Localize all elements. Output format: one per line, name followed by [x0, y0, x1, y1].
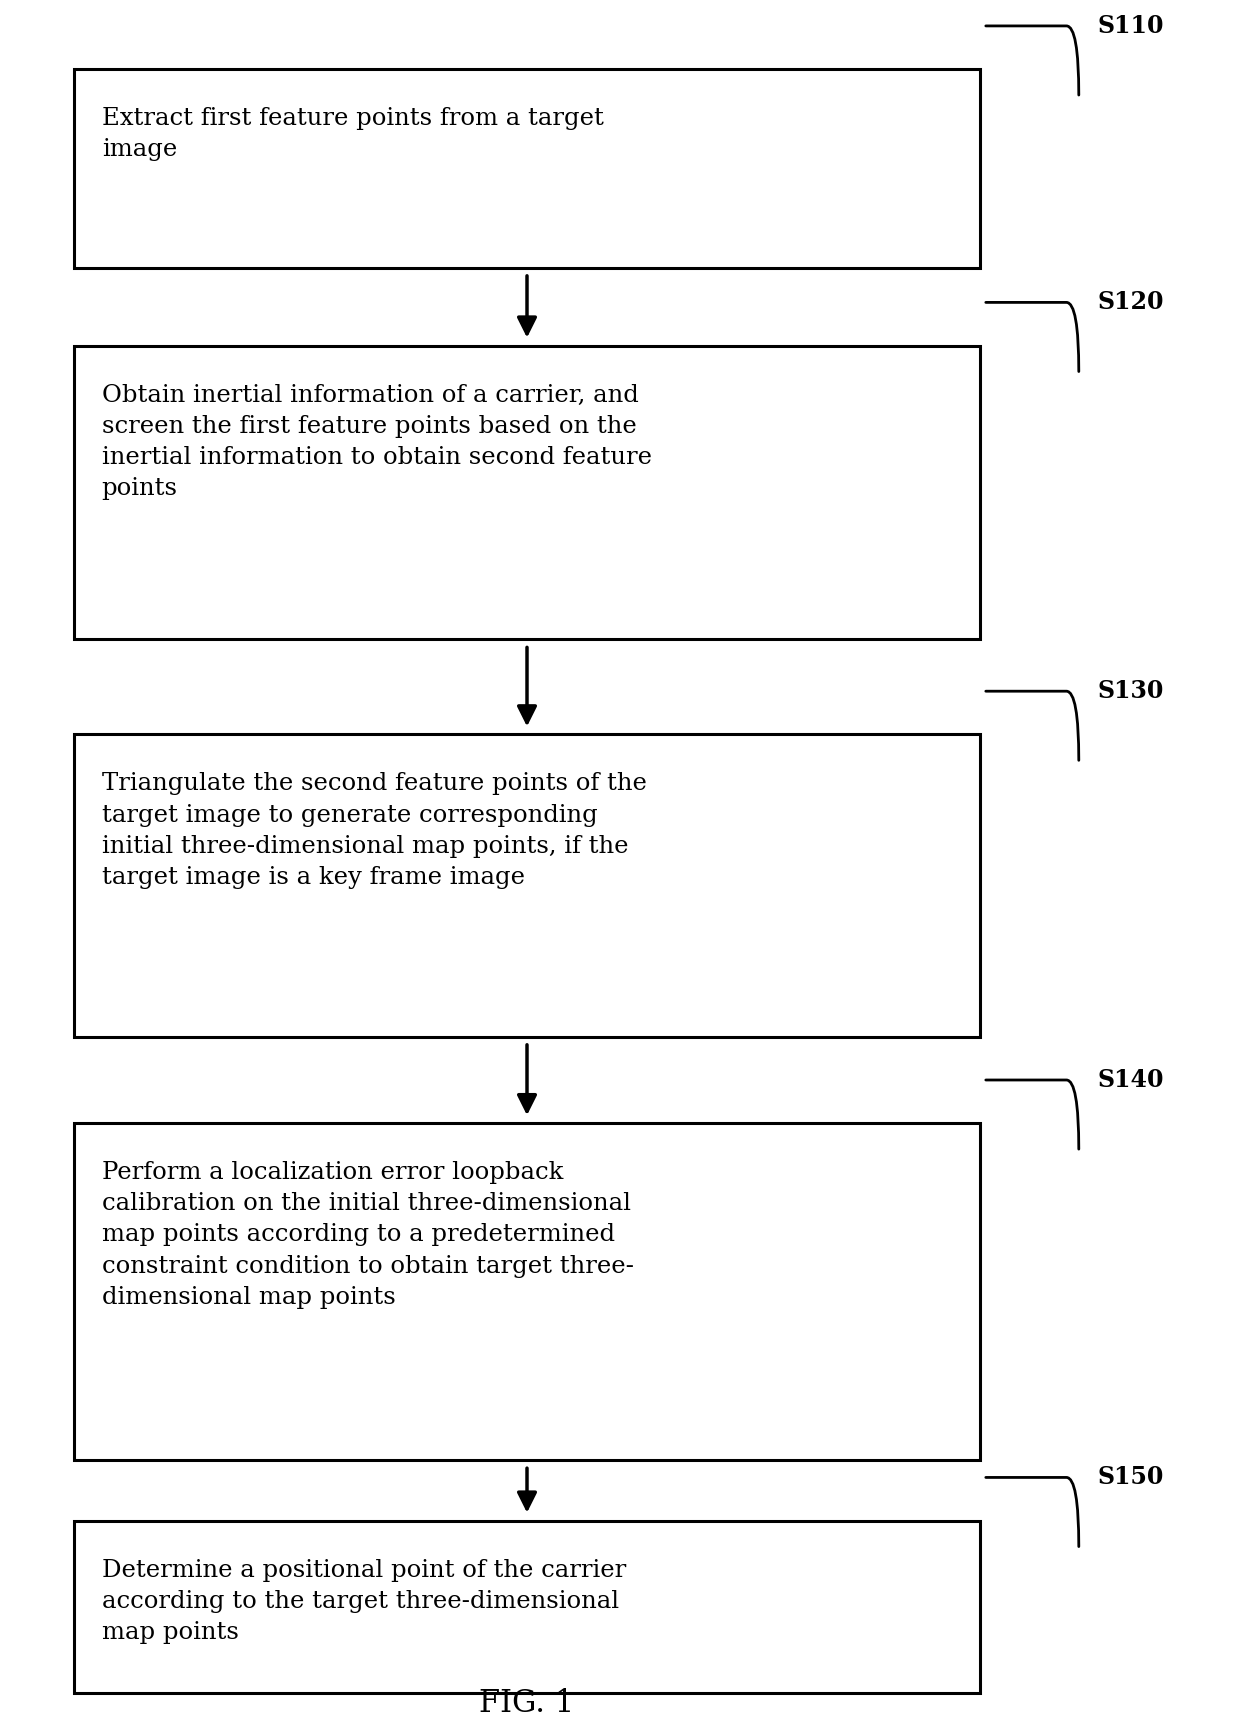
FancyBboxPatch shape: [74, 346, 980, 639]
FancyBboxPatch shape: [74, 69, 980, 268]
FancyBboxPatch shape: [74, 1123, 980, 1460]
Text: FIG. 1: FIG. 1: [480, 1688, 574, 1719]
Text: Perform a localization error loopback
calibration on the initial three-dimension: Perform a localization error loopback ca…: [102, 1161, 634, 1308]
Text: S110: S110: [1097, 14, 1164, 38]
Text: S120: S120: [1097, 290, 1164, 314]
Text: S140: S140: [1097, 1068, 1164, 1092]
Text: S130: S130: [1097, 679, 1164, 703]
Text: S150: S150: [1097, 1465, 1164, 1490]
FancyBboxPatch shape: [74, 1521, 980, 1693]
Text: Extract first feature points from a target
image: Extract first feature points from a targ…: [102, 107, 604, 161]
FancyBboxPatch shape: [74, 734, 980, 1037]
Text: Obtain inertial information of a carrier, and
screen the first feature points ba: Obtain inertial information of a carrier…: [102, 384, 652, 499]
Text: Triangulate the second feature points of the
target image to generate correspond: Triangulate the second feature points of…: [102, 772, 646, 888]
Text: Determine a positional point of the carrier
according to the target three-dimens: Determine a positional point of the carr…: [102, 1559, 626, 1643]
